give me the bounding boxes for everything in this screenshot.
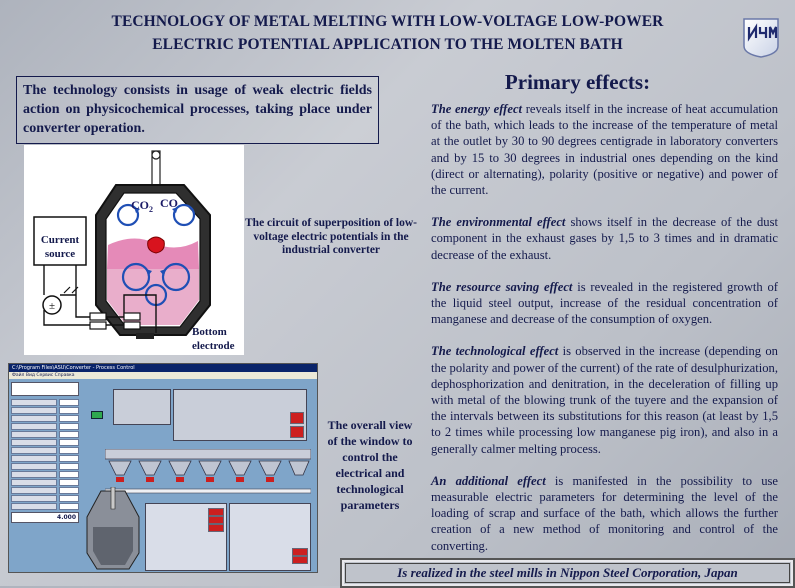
- effects-heading: Primary effects:: [504, 70, 651, 94]
- title-line-1: TECHNOLOGY OF METAL MELTING WITH LOW-VOL…: [111, 13, 664, 30]
- window-menubar: Файл Вид Сервис Справка: [9, 372, 317, 379]
- metal-jet: [147, 236, 165, 254]
- slag-layer: [107, 238, 199, 269]
- window-body: 4.000: [9, 379, 317, 572]
- effects-list: The energy effect reveals itself in the …: [431, 101, 778, 570]
- effect-additional: An additional effect is manifested in th…: [431, 473, 778, 554]
- page-title: TECHNOLOGY OF METAL MELTING WITH LOW-VOL…: [40, 10, 735, 56]
- effect-text: is manifested in the possibility to use …: [431, 473, 778, 553]
- current-source-label-1: Current: [41, 234, 80, 246]
- effect-lead: An additional effect: [431, 473, 546, 488]
- current-readout: 4.000: [11, 512, 79, 523]
- metal-bath: [107, 269, 199, 325]
- effect-environmental: The environmental effect shows itself in…: [431, 214, 778, 263]
- effect-lead: The energy effect: [431, 102, 523, 116]
- co2-label: CO2: [131, 198, 153, 214]
- svg-text:±: ±: [49, 300, 55, 312]
- screen-caption: The overall view of the window to contro…: [327, 418, 413, 512]
- effect-resource-saving: The resource saving effect is revealed i…: [431, 279, 778, 328]
- converter-circuit-diagram: CO2 CO Current source ± Bottom electrode: [24, 145, 244, 355]
- converter-vessel-icon: [86, 487, 140, 570]
- brand-logo: [11, 382, 79, 396]
- institute-logo-icon: [741, 16, 781, 58]
- intro-box: The technology consists in usage of weak…: [16, 76, 379, 144]
- effect-text: is observed in the increase (depending o…: [431, 344, 778, 456]
- status-led: [91, 411, 103, 419]
- effect-energy: The energy effect reveals itself in the …: [431, 101, 778, 198]
- effect-lead: The technological effect: [431, 344, 559, 359]
- effect-text: shows itself in the decrease of the dust…: [431, 215, 778, 262]
- data-table-a: [145, 503, 227, 571]
- diagram-caption: The circuit of superposition of low-volt…: [245, 217, 417, 256]
- hoppers-row: [105, 449, 311, 494]
- control-window-screenshot: C:\Program Files\ASU\Converter - Process…: [8, 363, 318, 573]
- effect-text: is revealed in the registered growth of …: [431, 279, 778, 327]
- footer-text: Is realized in the steel mills in Nippon…: [345, 563, 790, 583]
- current-source-box: [33, 216, 87, 266]
- title-line-2: ELECTRIC POTENTIAL APPLICATION TO THE MO…: [152, 36, 623, 53]
- data-table-b: [229, 503, 311, 571]
- status-panel-a: [113, 389, 171, 425]
- window-titlebar: C:\Program Files\ASU\Converter - Process…: [9, 364, 317, 372]
- bottom-electrode-label-1: Bottom: [192, 326, 227, 338]
- effect-technological: The technological effect is observed in …: [431, 343, 778, 456]
- effect-lead: The environmental effect: [431, 215, 566, 230]
- co-label: CO: [160, 196, 178, 210]
- current-source-label-2: source: [45, 248, 75, 260]
- bottom-electrode-label-2: electrode: [192, 340, 235, 352]
- effect-lead: The resource saving effect: [431, 279, 573, 294]
- meter-icon: [42, 295, 62, 315]
- footer-banner: Is realized in the steel mills in Nippon…: [340, 558, 795, 588]
- parameter-panel: 4.000: [11, 382, 79, 570]
- effect-text: reveals itself in the increase of heat a…: [431, 102, 779, 198]
- status-panel-b: [173, 389, 307, 441]
